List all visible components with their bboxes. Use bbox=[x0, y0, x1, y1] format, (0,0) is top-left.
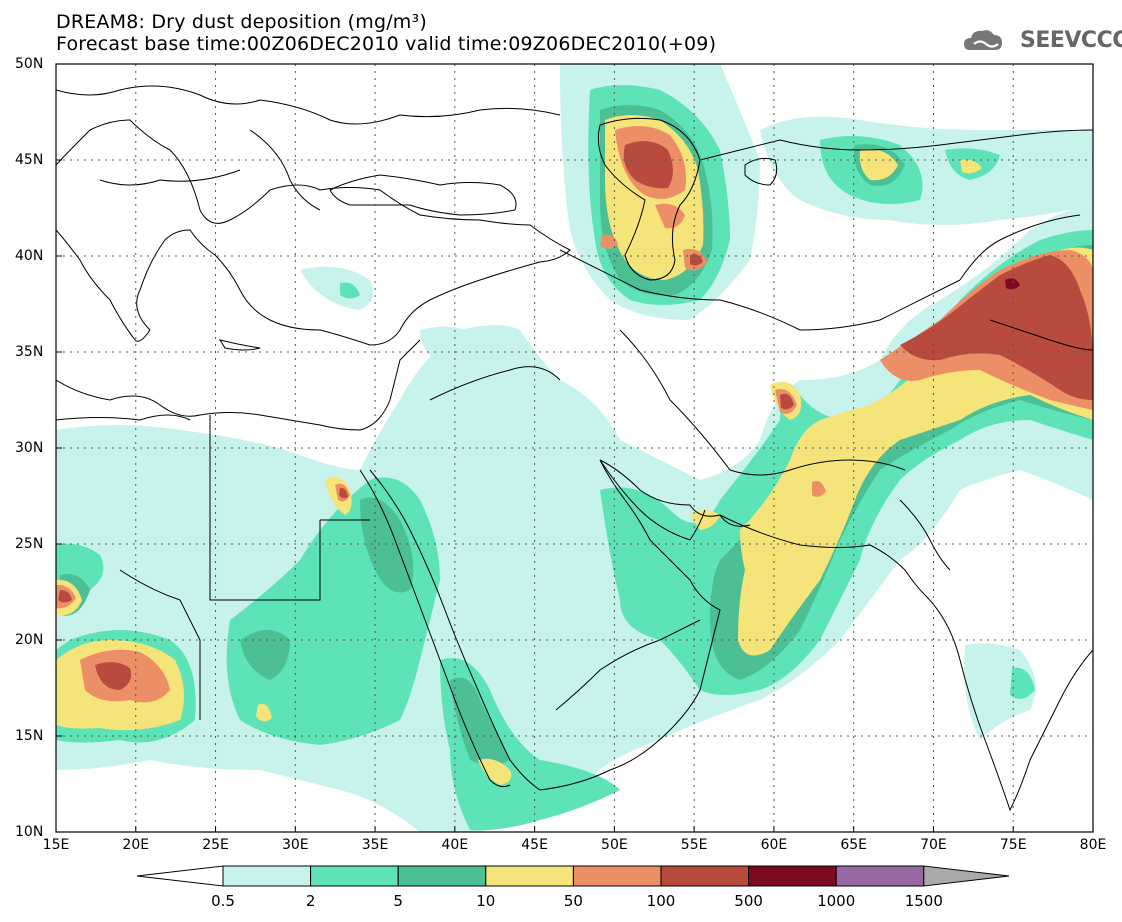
colorbar-high-arrow bbox=[923, 865, 1010, 887]
colorbar-label: 50 bbox=[563, 892, 583, 910]
colorbar-swatch bbox=[222, 865, 312, 887]
y-tick-label: 20N bbox=[15, 632, 44, 648]
x-tick-label: 70E bbox=[920, 837, 947, 853]
colorbar-swatch bbox=[485, 865, 574, 887]
x-tick-label: 25E bbox=[202, 837, 229, 853]
y-tick-label: 50N bbox=[15, 56, 44, 72]
x-tick-label: 30E bbox=[281, 837, 309, 853]
y-tick-label: 40N bbox=[15, 248, 44, 264]
colorbar-swatch bbox=[572, 865, 662, 887]
x-tick-label: 35E bbox=[361, 837, 389, 853]
x-tick-label: 65E bbox=[840, 837, 868, 853]
colorbar-swatch bbox=[397, 865, 487, 887]
dust-contour-500-1000 bbox=[1005, 278, 1020, 290]
map-subtitle: Forecast base time:00Z06DEC2010 valid ti… bbox=[56, 33, 717, 55]
y-tick-label: 35N bbox=[15, 344, 44, 360]
colorbar-low-arrow bbox=[136, 865, 224, 887]
colorbar-label: 1500 bbox=[904, 892, 943, 910]
cloud-logo-icon bbox=[964, 30, 1002, 50]
colorbar-label: 5 bbox=[393, 892, 403, 910]
x-tick-label: 75E bbox=[999, 837, 1027, 853]
colorbar-swatch bbox=[310, 865, 399, 887]
y-tick-label: 30N bbox=[15, 440, 44, 456]
colorbar-label: 1000 bbox=[817, 892, 856, 910]
map-title: DREAM8: Dry dust deposition (mg/m³) bbox=[56, 11, 427, 33]
x-tick-label: 15E bbox=[42, 837, 70, 853]
graticule bbox=[56, 64, 1093, 832]
axis-ticks bbox=[55, 63, 1094, 833]
colorbar-swatch bbox=[660, 865, 750, 887]
colorbar-label: 100 bbox=[646, 892, 676, 910]
y-tick-label: 15N bbox=[15, 728, 44, 744]
coastlines-and-borders bbox=[56, 85, 1093, 812]
colorbar bbox=[136, 865, 1010, 887]
x-tick-label: 55E bbox=[680, 837, 708, 853]
x-tick-label: 40E bbox=[441, 837, 469, 853]
logo-text: SEEVCCC bbox=[1020, 28, 1122, 53]
colorbar-label: 500 bbox=[734, 892, 763, 910]
x-tick-label: 80E bbox=[1079, 837, 1107, 853]
dust-contour-100-500 bbox=[58, 141, 1093, 690]
colorbar-label: 2 bbox=[305, 892, 316, 910]
x-tick-label: 45E bbox=[521, 837, 548, 853]
colorbar-swatch bbox=[748, 865, 837, 887]
y-tick-label: 45N bbox=[15, 152, 44, 168]
colorbar-label: 10 bbox=[476, 892, 496, 910]
colorbar-swatch bbox=[835, 865, 925, 887]
y-tick-label: 10N bbox=[15, 824, 44, 840]
x-tick-label: 50E bbox=[601, 837, 628, 853]
x-tick-label: 60E bbox=[760, 837, 788, 853]
x-tick-label: 20E bbox=[122, 837, 150, 853]
y-tick-label: 25N bbox=[15, 536, 44, 552]
colorbar-label: 0.5 bbox=[211, 892, 235, 910]
